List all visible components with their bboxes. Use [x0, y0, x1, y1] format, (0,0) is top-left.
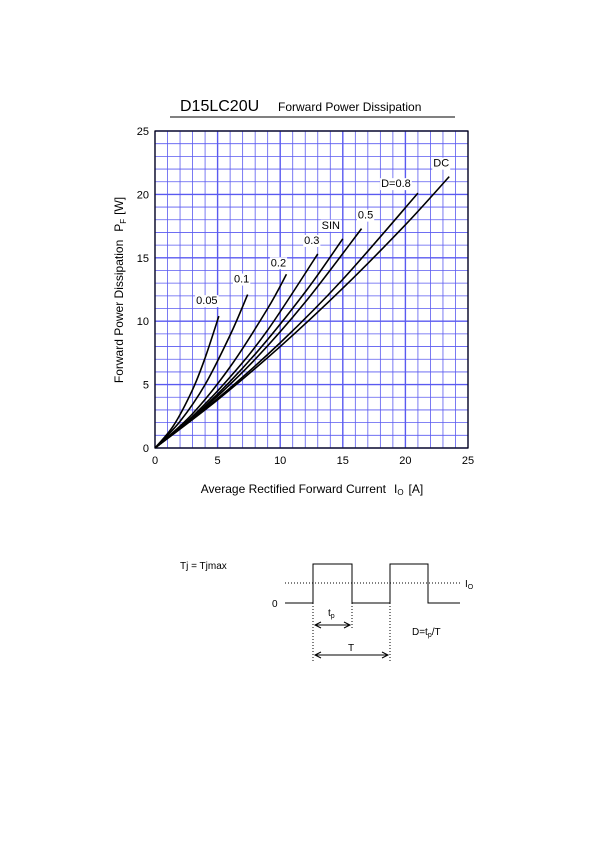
y-tick-label: 0 — [143, 443, 149, 455]
current-symbol: I — [465, 579, 468, 590]
series-label: 0.05 — [196, 295, 217, 307]
period-label: T — [348, 643, 354, 654]
x-tick-label: 0 — [152, 455, 158, 467]
y-tick-label: 15 — [137, 253, 149, 265]
tp-sub: p — [331, 613, 335, 620]
x-tick-label: 20 — [399, 455, 411, 467]
arrow-head — [381, 651, 390, 659]
y-tick-label: 10 — [137, 316, 149, 328]
label-background — [232, 273, 251, 286]
label-background — [320, 219, 342, 232]
x-label-sub: O — [397, 488, 403, 497]
tp-label: tp — [328, 608, 335, 620]
plot-frame — [154, 130, 469, 449]
label-background — [269, 257, 288, 270]
chart-title: D15LC20U — [180, 98, 259, 115]
arrow-head — [313, 651, 322, 659]
curve — [154, 176, 450, 449]
waveform-diagram: Tj = Tjmax 0 IO tp T D=tp/T — [180, 561, 474, 662]
condition-label: Tj = Tjmax — [180, 561, 227, 572]
y-label-sub: F — [119, 219, 128, 224]
label-background — [356, 209, 375, 222]
x-tick-label: 5 — [215, 455, 221, 467]
y-axis-label: Forward Power Dissipation PF [W] — [112, 197, 128, 383]
y-label-symbol: P — [112, 224, 126, 232]
x-label-unit: [A] — [409, 482, 424, 496]
tp-symbol: t — [328, 608, 331, 619]
chart-subtitle: Forward Power Dissipation — [278, 100, 421, 114]
x-tick-label: 10 — [274, 455, 286, 467]
arrow-head — [343, 621, 352, 629]
y-tick-label: 20 — [137, 189, 149, 201]
duty-suffix: /T — [432, 627, 441, 638]
y-label-unit: [W] — [112, 197, 126, 215]
series-label: 0.1 — [234, 274, 249, 286]
curve — [154, 273, 288, 449]
label-background — [303, 234, 321, 247]
series-label: 0.5 — [358, 210, 373, 222]
arrow-head — [313, 621, 322, 629]
series-label: DC — [433, 158, 449, 170]
x-tick-label: 15 — [337, 455, 349, 467]
current-sub: O — [468, 584, 474, 591]
plot-area — [154, 130, 469, 449]
series-label: D=0.8 — [381, 178, 411, 190]
duty-label: D=tp/T — [412, 627, 441, 639]
x-axis-label: Average Rectified Forward Current IO [A] — [201, 482, 423, 497]
label-background — [195, 295, 219, 308]
y-label-text: Forward Power Dissipation — [112, 240, 126, 383]
duty-sub: p — [428, 632, 432, 639]
series-label: 0.2 — [271, 257, 286, 269]
label-background — [380, 178, 412, 191]
y-tick-label: 25 — [137, 126, 149, 138]
duty-prefix: D=t — [412, 627, 428, 638]
series-label: SIN — [322, 220, 340, 232]
y-tick-label: 5 — [143, 380, 149, 392]
x-tick-label: 25 — [462, 455, 474, 467]
label-background — [432, 157, 451, 170]
zero-label: 0 — [272, 599, 278, 610]
series-label: 0.3 — [304, 235, 319, 247]
curve — [154, 315, 220, 449]
x-label-symbol: I — [394, 482, 397, 496]
x-label-text: Average Rectified Forward Current — [201, 482, 387, 496]
current-label: IO — [465, 579, 474, 591]
curve — [154, 294, 249, 449]
